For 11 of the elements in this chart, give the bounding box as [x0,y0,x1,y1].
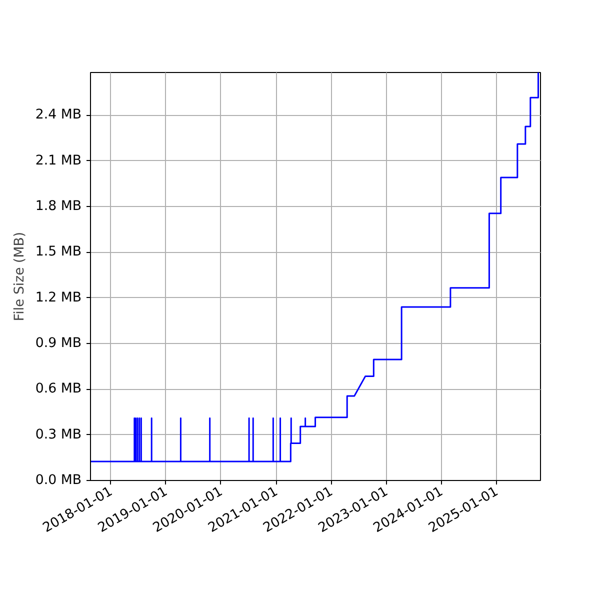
y-axis-title: File Size (MB) [12,232,28,322]
y-tick-label: 0.3 MB [35,427,82,442]
y-tick-label: 2.1 MB [35,153,82,168]
line-series [90,72,539,462]
y-tick-label: 1.5 MB [35,244,82,260]
y-tick-label: 0.9 MB [35,336,82,351]
y-tick-label: 2.4 MB [35,108,82,123]
y-tick-label: 0.0 MB [35,473,82,488]
y-tick-label: 0.6 MB [35,382,82,397]
y-tick-label: 1.2 MB [35,290,82,306]
y-tick-label: 1.8 MB [35,198,82,214]
